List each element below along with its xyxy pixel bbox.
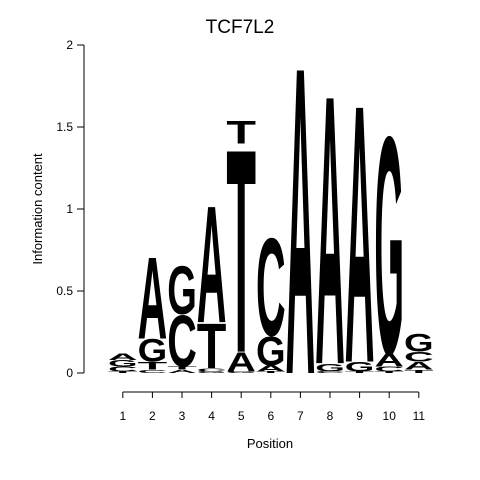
logo-letter-g: G [197,371,227,374]
x-tick-label: 11 [413,409,426,423]
y-tick-label: 1 [66,202,73,216]
logo-letter-c: C [167,300,197,383]
logo-letter-t: T [374,371,404,374]
logo-letter-t: T [138,360,168,373]
logo-letter-c: C [197,367,227,372]
logo-letter-a: A [404,360,434,373]
x-tick-label: 4 [208,409,215,423]
x-tick-label: 8 [327,409,334,423]
logo-letter-g: G [138,333,168,369]
logo-letter-t: T [256,371,286,374]
x-tick-label: 1 [119,409,126,423]
logo-letter-a: A [286,0,316,467]
logo-letter-g: G [226,371,256,374]
logo-letter-a: A [108,352,138,362]
x-tick-label: 3 [179,409,186,423]
x-axis-label: Position [247,436,293,451]
logo-letter-g: G [108,358,138,368]
logo-letter-c: C [138,369,168,374]
y-axis-label: Information content [30,153,45,265]
logo-letter-t: T [226,89,256,414]
x-tick-label: 6 [267,409,274,423]
x-tick-label: 5 [238,409,245,423]
logo-letter-c: C [315,371,345,374]
x-tick-label: 7 [297,409,304,423]
logo-letter-g: G [315,361,345,374]
chart-title: TCF7L2 [206,17,275,38]
logo-letter-g: G [374,73,404,421]
logo-letter-g: G [404,329,434,357]
x-tick-label: 10 [383,409,397,423]
logo-letter-c: C [256,209,286,365]
logo-letter-g: G [256,328,286,374]
logo-letter-t: T [404,369,434,374]
logo-letter-g: G [167,252,197,329]
logo-letter-g: G [345,359,375,374]
logo-letter-t: T [226,115,256,151]
x-tick-label: 2 [149,409,156,423]
logo-letter-c: C [374,365,404,373]
logo-letter-c: C [108,365,138,373]
logo-letter-a: A [138,233,168,364]
x-tick-label: 9 [356,409,363,423]
logo-letter-a: A [167,369,197,374]
x-axis: 1 2 3 4 5 6 7 8 9 10 11 [119,391,426,423]
logo-letter-t: T [167,366,197,371]
logo-letter-a: A [226,347,256,378]
y-tick-label: 0.5 [56,284,73,298]
logo-letter-a: A [315,14,345,444]
logo-letter-t: T [108,371,138,374]
y-axis: 0 0.5 1 1.5 2 [56,38,85,380]
logo-letter-a: A [345,27,375,440]
y-tick-label: 1.5 [56,120,73,134]
logo-letter-t: T [345,371,375,374]
logo-letter-a: A [374,350,404,371]
logo-letter-a: A [256,363,286,373]
y-tick-label: 0 [66,366,73,380]
logo-letter-a: A [197,171,227,358]
y-tick-label: 2 [66,38,73,52]
logo-letter-c: C [404,349,434,364]
logo-letter-t: T [197,312,227,383]
